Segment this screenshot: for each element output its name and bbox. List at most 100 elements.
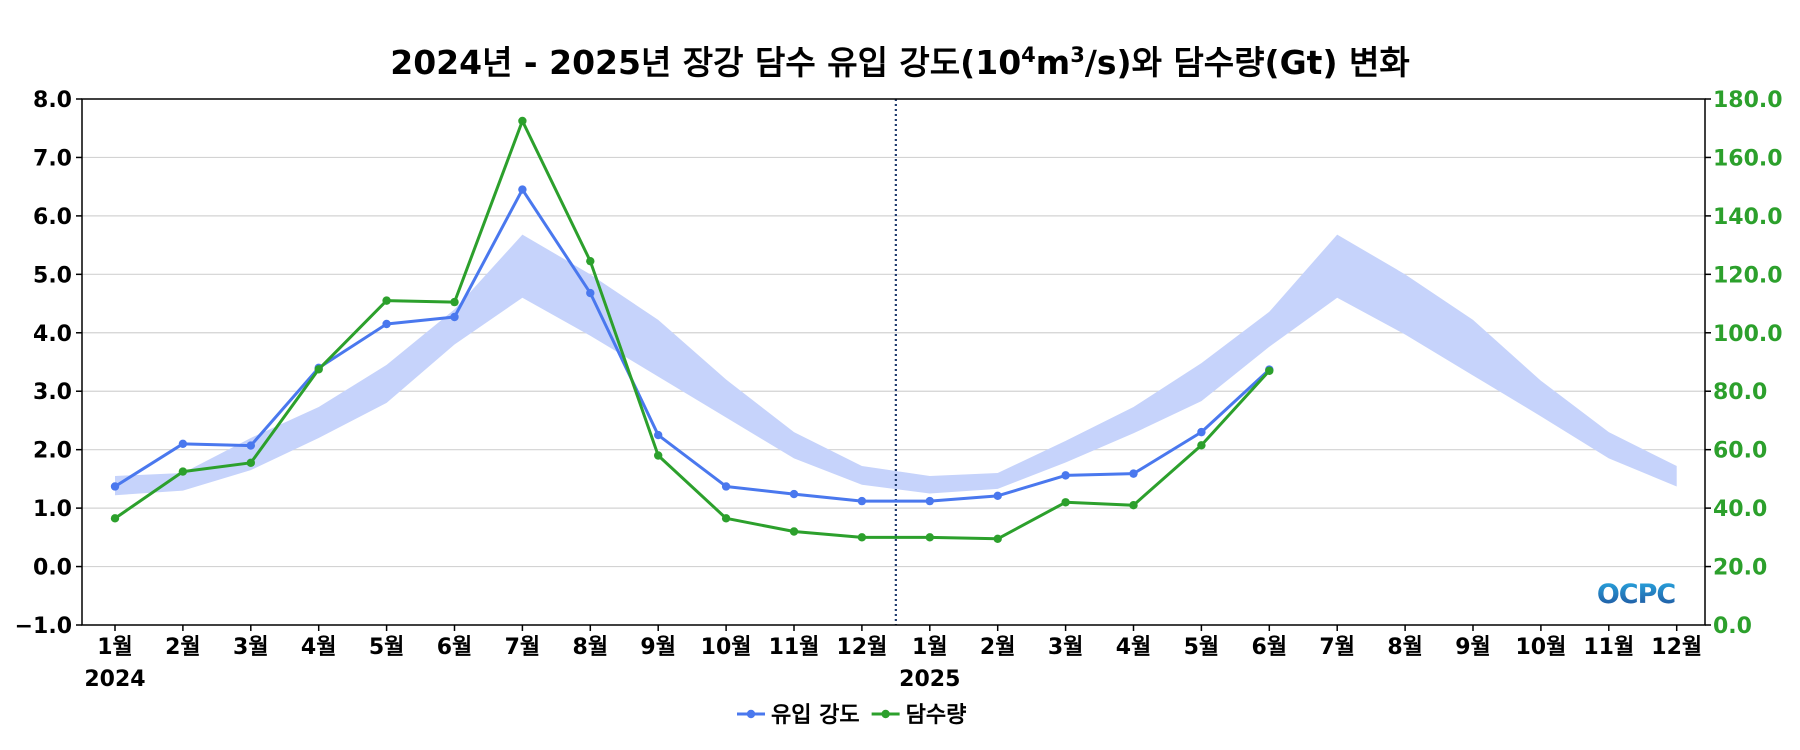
data-point [721,482,731,491]
legend-marker [746,709,756,719]
data-point [789,489,799,499]
plot-frame [81,98,1706,626]
legend-item: 담수량 [871,703,967,728]
data-point [450,312,459,322]
right-tick-label: 80.0 [1713,380,1767,405]
data-point [1061,498,1070,507]
right-tick-label: 160.0 [1713,146,1783,171]
left-tick-label: 6.0 [33,205,72,230]
series-layer [110,116,1274,543]
climatology-band [115,234,1677,496]
data-point [721,514,731,523]
data-point [586,288,595,298]
data-point [993,534,1002,543]
right-tick-label: 0.0 [1713,614,1752,639]
data-point [518,116,527,126]
data-point [1265,366,1274,375]
series-1 [110,185,1274,506]
data-point [993,491,1002,501]
x-tick-label: 8월 [1387,635,1423,660]
legend: 유입 강도 담수량 [737,703,966,728]
data-point [450,297,459,307]
x-tick-label: 6월 [437,635,473,660]
data-point [1197,427,1206,437]
x-tick-label: 3월 [233,635,269,660]
right-axis: 0.0 20.0 40.0 60.0 80.0 100.0 120.0 140.0 160.0 1… [1705,88,1783,639]
x-tick-label: 2월 [165,635,201,660]
right-tick-label: 40.0 [1713,497,1767,522]
year-label: 2024 [84,667,145,692]
data-point [857,533,867,542]
left-tick-label: 0.0 [33,556,72,581]
x-tick-label: 4월 [1116,635,1152,660]
x-tick-label: 7월 [505,635,541,660]
left-axis: −1.0 0.0 1.0 2.0 3.0 4.0 5.0 6.0 7.0 8.0 [15,88,82,639]
right-tick-label: 20.0 [1713,556,1767,581]
x-tick-label: 2월 [980,635,1016,660]
data-point [110,514,120,523]
data-point [654,430,663,440]
x-tick-label: 12월 [836,635,887,660]
left-tick-label: 2.0 [33,439,72,464]
x-axis: 1월 2월 3월 4월 5월 6월 7월 8월 9월 10월 11월 12월 1월 2월 3월 4월 5월 6월 7… [84,625,1702,692]
x-tick-label: 11월 [769,635,820,660]
x-tick-label: 10월 [1515,635,1566,660]
data-point [518,185,527,194]
year-label: 2025 [899,667,960,692]
legend-label: 담수량 [906,703,967,728]
data-point [246,441,255,450]
x-tick-label: 1월 [97,635,133,660]
x-tick-label: 8월 [573,635,609,660]
left-tick-label: 5.0 [33,263,72,288]
series-line [114,119,1271,541]
data-point [110,482,120,491]
legend-item: 유입 강도 [737,703,860,728]
series-2 [110,116,1274,543]
data-point [1061,471,1070,480]
ocpc-logo: OCPC [1597,579,1677,610]
x-tick-label: 6월 [1252,635,1288,660]
data-point [1197,441,1206,450]
right-tick-label: 100.0 [1713,322,1783,347]
svg-text:OCPC: OCPC [1597,579,1676,610]
left-tick-label: −1.0 [15,614,72,639]
chart-title: 2024년 - 2025년 장강 담수 유입 강도(104m3/s)와 담수량(… [390,43,1410,82]
x-tick-label: 1월 [912,635,948,660]
data-point [654,451,663,460]
left-tick-label: 1.0 [33,497,72,522]
right-tick-label: 60.0 [1713,439,1767,464]
legend-label: 유입 강도 [771,703,860,728]
data-point [586,256,595,266]
x-tick-label: 9월 [1455,635,1491,660]
data-point [925,496,934,506]
x-tick-label: 5월 [1184,635,1220,660]
data-point [178,439,188,449]
data-point [382,296,391,305]
climatology-band-layer [115,234,1677,496]
data-point [789,527,799,536]
right-tick-label: 120.0 [1713,263,1783,288]
left-tick-label: 7.0 [33,146,72,171]
data-point [1129,500,1138,510]
data-point [314,365,323,374]
x-tick-label: 5월 [369,635,405,660]
legend-marker [881,709,890,719]
right-tick-label: 140.0 [1713,205,1783,230]
data-point [178,467,188,476]
x-tick-label: 10월 [701,635,752,660]
series-line [114,188,1271,503]
left-tick-label: 8.0 [33,88,72,113]
data-point [1129,469,1138,478]
data-point [382,319,391,329]
x-tick-label: 3월 [1048,635,1084,660]
left-tick-label: 4.0 [33,322,72,347]
x-tick-label: 11월 [1583,635,1634,660]
x-tick-label: 12월 [1651,635,1702,660]
x-tick-label: 9월 [640,635,676,660]
data-point [246,458,255,468]
right-tick-label: 180.0 [1713,88,1783,113]
left-tick-label: 3.0 [33,380,72,405]
data-point [857,496,867,506]
x-tick-label: 4월 [301,635,337,660]
